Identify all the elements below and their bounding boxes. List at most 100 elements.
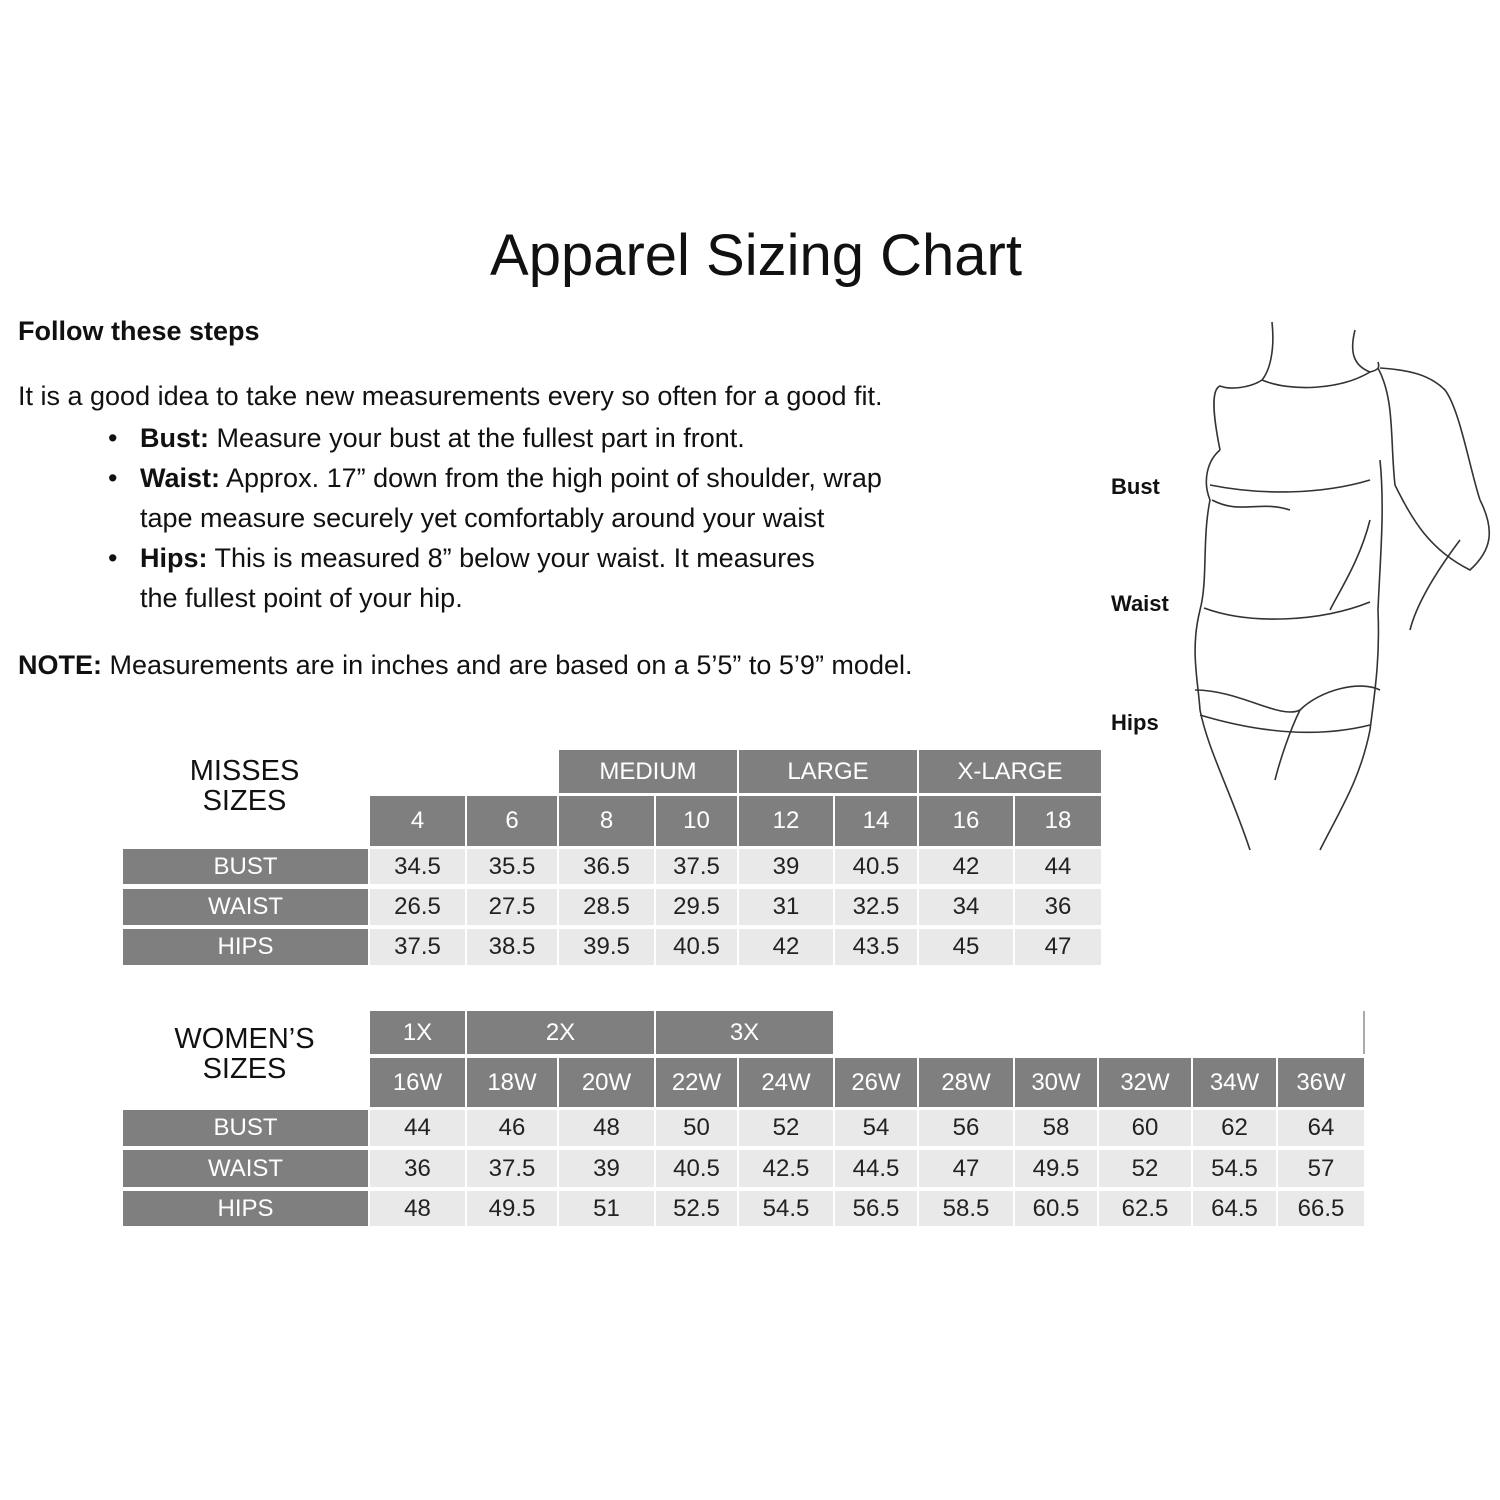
bullet-dot-icon: •	[108, 463, 118, 493]
measurement-row-label: HIPS	[123, 1191, 368, 1226]
size-group-header: LARGE	[739, 750, 917, 793]
measurement-value: 42	[739, 929, 833, 965]
measurement-value: 39	[739, 849, 833, 884]
size-column-header: 18W	[467, 1058, 557, 1107]
size-group-header: 3X	[656, 1011, 833, 1054]
size-column-header: 32W	[1099, 1058, 1191, 1107]
measurement-value: 49.5	[1015, 1150, 1097, 1187]
measurement-value: 60	[1099, 1110, 1191, 1146]
measurement-value: 44	[370, 1110, 465, 1146]
measurement-value: 27.5	[467, 889, 557, 925]
bullet-text: the fullest point of your hip.	[140, 583, 463, 613]
size-column-header: 6	[467, 796, 557, 846]
size-column-header: 26W	[835, 1058, 917, 1107]
size-column-header: 10	[656, 796, 737, 846]
measurement-value: 51	[559, 1191, 654, 1226]
steps-heading: Follow these steps	[18, 316, 260, 346]
measurement-value: 40.5	[656, 929, 737, 965]
size-column-header: 20W	[559, 1058, 654, 1107]
measurement-value: 39	[559, 1150, 654, 1187]
bullet-text: This is measured 8” below your waist. It…	[214, 543, 815, 573]
bullet-term: Waist:	[140, 463, 220, 493]
table-title: WOMEN’S SIZES	[122, 1024, 367, 1084]
measurement-value: 29.5	[656, 889, 737, 925]
measurement-value: 48	[559, 1110, 654, 1146]
measurement-value: 36	[1015, 889, 1101, 925]
measurement-value: 37.5	[467, 1150, 557, 1187]
measurement-value: 39.5	[559, 929, 654, 965]
size-column-header: 36W	[1278, 1058, 1364, 1107]
measurement-value: 43.5	[835, 929, 917, 965]
measurement-value: 37.5	[370, 929, 465, 965]
bullet-term: Hips:	[140, 543, 208, 573]
measurement-value: 42	[919, 849, 1013, 884]
measurement-value: 50	[656, 1110, 737, 1146]
note-label: NOTE:	[18, 650, 102, 680]
measurement-value: 48	[370, 1191, 465, 1226]
measurement-value: 57	[1278, 1150, 1364, 1187]
size-column-header: 24W	[739, 1058, 833, 1107]
measurement-value: 45	[919, 929, 1013, 965]
size-column-header: 8	[559, 796, 654, 846]
measurement-value: 42.5	[739, 1150, 833, 1187]
measurement-value: 56	[919, 1110, 1013, 1146]
bullet-text: tape measure securely yet comfortably ar…	[140, 503, 825, 533]
figure-label-waist: Waist	[1111, 591, 1169, 616]
measurement-value: 66.5	[1278, 1191, 1364, 1226]
table-title-line: SIZES	[202, 785, 287, 817]
size-column-header: 22W	[656, 1058, 737, 1107]
size-group-header: X-LARGE	[919, 750, 1101, 793]
figure-label-bust: Bust	[1111, 474, 1160, 499]
size-column-header: 4	[370, 796, 465, 846]
size-column-header: 14	[835, 796, 917, 846]
measurement-value: 36	[370, 1150, 465, 1187]
measurement-value: 62.5	[1099, 1191, 1191, 1226]
measurement-value: 54	[835, 1110, 917, 1146]
measurement-value: 49.5	[467, 1191, 557, 1226]
measurement-value: 38.5	[467, 929, 557, 965]
measurement-value: 64	[1278, 1110, 1364, 1146]
bullet-text: Measure your bust at the fullest part in…	[216, 423, 745, 453]
measurement-value: 40.5	[835, 849, 917, 884]
measurement-row-label: HIPS	[123, 929, 368, 965]
page-title: Apparel Sizing Chart	[490, 223, 1022, 288]
table-title-line: SIZES	[202, 1053, 287, 1085]
measurement-value: 64.5	[1193, 1191, 1276, 1226]
size-column-header: 28W	[919, 1058, 1013, 1107]
measurement-value: 44	[1015, 849, 1101, 884]
measurement-value: 52	[739, 1110, 833, 1146]
measurement-value: 26.5	[370, 889, 465, 925]
size-column-header: 16	[919, 796, 1013, 846]
measurement-value: 35.5	[467, 849, 557, 884]
measurement-value: 36.5	[559, 849, 654, 884]
measurement-value: 31	[739, 889, 833, 925]
size-column-header: 16W	[370, 1058, 465, 1107]
measurement-value: 46	[467, 1110, 557, 1146]
note: NOTE: Measurements are in inches and are…	[18, 650, 912, 681]
table-divider	[1363, 1011, 1365, 1054]
measurement-value: 34.5	[370, 849, 465, 884]
bullet-text: Approx. 17” down from the high point of …	[226, 463, 882, 493]
measurement-row-label: BUST	[123, 1110, 368, 1146]
measurement-value: 62	[1193, 1110, 1276, 1146]
measurement-value: 52.5	[656, 1191, 737, 1226]
bullet-dot-icon: •	[108, 423, 118, 453]
body-figure-illustration	[1194, 321, 1491, 851]
measurement-value: 54.5	[739, 1191, 833, 1226]
measurement-value: 47	[1015, 929, 1101, 965]
measurement-value: 52	[1099, 1150, 1191, 1187]
measurement-row-label: WAIST	[123, 1150, 368, 1187]
table-title: MISSES SIZES	[122, 756, 367, 816]
intro-text: It is a good idea to take new measuremen…	[18, 381, 883, 411]
figure-label-hips: Hips	[1111, 710, 1159, 735]
bullet-term: Bust:	[140, 423, 209, 453]
measurement-value: 60.5	[1015, 1191, 1097, 1226]
size-group-header: 2X	[467, 1011, 654, 1054]
size-group-header: 1X	[370, 1011, 465, 1054]
bullet-dot-icon: •	[108, 543, 118, 573]
measurement-value: 34	[919, 889, 1013, 925]
measurement-value: 40.5	[656, 1150, 737, 1187]
note-text: Measurements are in inches and are based…	[109, 650, 913, 680]
measurement-value: 54.5	[1193, 1150, 1276, 1187]
size-column-header: 12	[739, 796, 833, 846]
